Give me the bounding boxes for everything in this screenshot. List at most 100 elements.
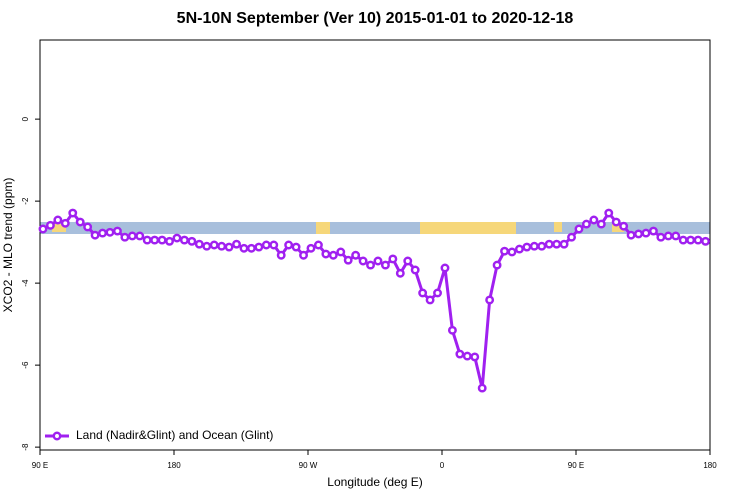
data-point [544, 239, 554, 249]
data-point [239, 243, 249, 253]
plot-frame [39, 39, 711, 451]
data-point [440, 263, 450, 273]
data-point [53, 215, 63, 225]
land-patch [612, 224, 624, 232]
x-tick-label: 90 E [32, 461, 48, 470]
data-point [187, 236, 197, 246]
data-point [492, 260, 502, 270]
data-point [202, 241, 212, 251]
land-patch [554, 222, 562, 232]
chart-title: 5N-10N September (Ver 10) 2015-01-01 to … [177, 10, 574, 27]
data-point [678, 235, 688, 245]
data-point [284, 240, 294, 250]
data-point [165, 236, 174, 246]
data-point [306, 243, 316, 253]
x-tick-label: 90 E [568, 461, 584, 470]
data-point [351, 250, 361, 260]
data-point [194, 239, 204, 249]
data-point [45, 220, 55, 230]
data-point [254, 242, 264, 252]
data-point [98, 228, 107, 238]
data-point [529, 241, 539, 251]
data-point [604, 208, 614, 218]
data-point [261, 240, 271, 250]
data-point [246, 243, 256, 253]
data-point [380, 260, 390, 270]
data-point [671, 231, 681, 241]
data-point [634, 229, 643, 239]
land-patch [316, 222, 330, 234]
data-point [321, 249, 331, 259]
data-point [38, 224, 48, 234]
data-point [395, 268, 405, 278]
data-point [90, 230, 100, 240]
data-point [209, 240, 219, 250]
data-point [552, 239, 562, 249]
data-point [686, 235, 696, 245]
data-point [291, 242, 301, 252]
data-point [567, 232, 576, 242]
data-point [470, 352, 480, 362]
data-point [410, 265, 420, 275]
data-point [462, 351, 472, 361]
data-point [537, 241, 547, 251]
data-point [559, 239, 569, 249]
legend-marker [52, 431, 62, 441]
ocean-band [40, 222, 710, 234]
data-point [60, 218, 70, 228]
data-point [343, 255, 353, 265]
data-point [701, 236, 710, 246]
data-point [611, 217, 621, 227]
y-tick-label: -4 [21, 279, 30, 287]
data-point [403, 256, 413, 266]
data-point [373, 256, 383, 266]
data-point [299, 250, 308, 260]
data-point [514, 244, 524, 254]
data-point [135, 231, 145, 241]
data-point [477, 383, 487, 393]
data-point [425, 295, 435, 305]
data-point [232, 239, 241, 249]
data-point [336, 247, 346, 257]
data-point [693, 235, 703, 245]
data-point [626, 230, 636, 240]
y-tick-label: -2 [21, 197, 30, 205]
data-point [105, 227, 115, 237]
data-point [663, 231, 673, 241]
data-point [500, 246, 509, 256]
y-tick-label: 0 [21, 116, 30, 121]
data-point [522, 242, 532, 252]
data-point [150, 235, 160, 245]
data-point [127, 231, 137, 241]
map-band [40, 222, 710, 234]
x-tick-label: 180 [167, 461, 181, 470]
data-point [120, 232, 130, 242]
data-point [447, 325, 457, 335]
data-point [224, 242, 234, 252]
y-axis-label: XCO2 - MLO trend (ppm) [1, 178, 15, 313]
y-tick-label: -6 [21, 361, 30, 369]
data-point [596, 219, 606, 229]
data-point [276, 250, 286, 260]
data-point [485, 295, 495, 305]
data-point [68, 208, 78, 218]
data-point [656, 232, 666, 242]
data-point [641, 228, 651, 238]
data-point [648, 226, 658, 236]
data-point [179, 235, 189, 245]
data-point [433, 288, 442, 298]
data-point [388, 254, 398, 264]
data-point [112, 226, 122, 236]
x-tick-label: 180 [703, 461, 717, 470]
data-point [142, 235, 152, 245]
data-point [269, 240, 279, 250]
data-point [366, 260, 375, 270]
x-tick-label: 90 W [299, 461, 318, 470]
data-point [217, 241, 227, 251]
data-point [455, 349, 465, 359]
data-point [507, 247, 517, 257]
y-tick-label: -8 [21, 443, 30, 451]
legend-label: Land (Nadir&Glint) and Ocean (Glint) [76, 428, 273, 442]
data-point [619, 221, 629, 231]
